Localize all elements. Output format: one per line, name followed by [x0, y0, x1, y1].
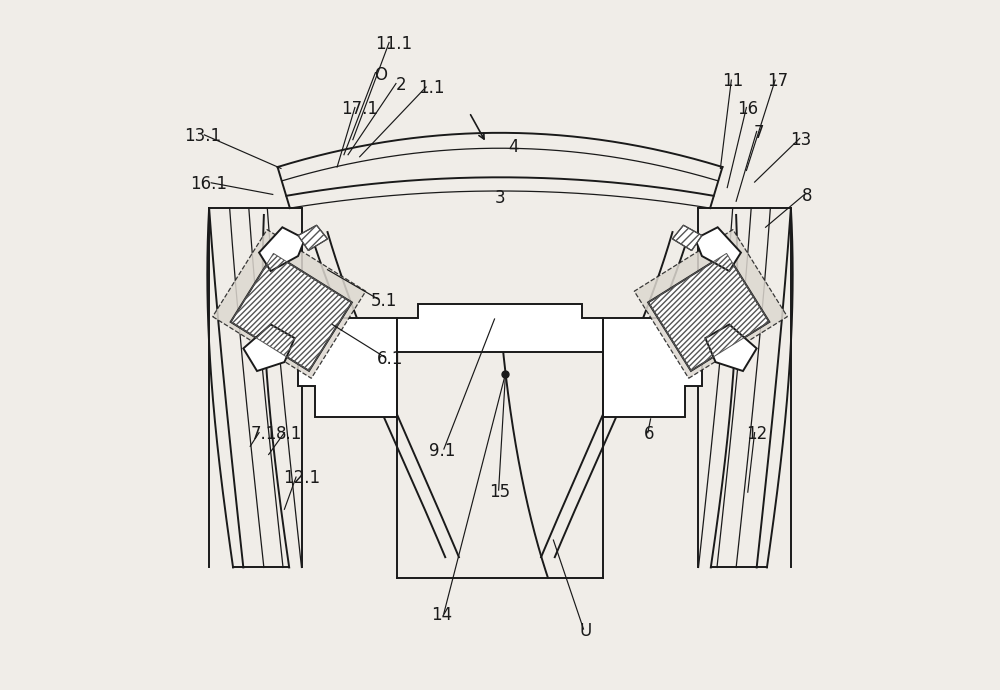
Polygon shape: [648, 253, 769, 371]
Text: 8.1: 8.1: [276, 425, 302, 443]
Polygon shape: [705, 324, 757, 371]
Text: 11.1: 11.1: [375, 34, 412, 53]
Polygon shape: [603, 317, 702, 417]
Polygon shape: [231, 253, 352, 371]
Text: 1.1: 1.1: [418, 79, 445, 97]
Polygon shape: [672, 225, 702, 250]
Text: 15: 15: [489, 483, 511, 501]
Text: 7.1: 7.1: [251, 425, 277, 443]
Polygon shape: [243, 324, 295, 371]
Text: 12: 12: [746, 425, 767, 443]
Text: 16.1: 16.1: [191, 175, 228, 193]
Text: 13.1: 13.1: [184, 127, 221, 145]
Polygon shape: [298, 317, 397, 417]
Text: 2: 2: [395, 76, 406, 94]
Polygon shape: [213, 230, 366, 378]
Text: 16: 16: [737, 100, 758, 118]
Text: 7: 7: [753, 124, 764, 142]
Text: 13: 13: [791, 130, 812, 148]
Text: 4: 4: [508, 137, 519, 155]
Text: U: U: [579, 622, 592, 640]
Polygon shape: [397, 304, 603, 352]
Text: 5.1: 5.1: [370, 291, 397, 310]
Text: 12.1: 12.1: [283, 469, 320, 487]
Polygon shape: [634, 230, 787, 378]
Polygon shape: [298, 225, 328, 250]
Text: 6: 6: [644, 425, 654, 443]
Text: 8: 8: [801, 187, 812, 205]
Text: O: O: [374, 66, 387, 83]
Text: 17: 17: [767, 72, 788, 90]
Text: 17.1: 17.1: [341, 100, 378, 118]
Polygon shape: [259, 227, 305, 271]
Text: 14: 14: [431, 607, 452, 624]
Text: 9.1: 9.1: [429, 442, 455, 460]
Text: 6.1: 6.1: [377, 350, 404, 368]
Text: 3: 3: [495, 189, 505, 207]
Text: 11: 11: [722, 72, 743, 90]
Polygon shape: [695, 227, 741, 271]
